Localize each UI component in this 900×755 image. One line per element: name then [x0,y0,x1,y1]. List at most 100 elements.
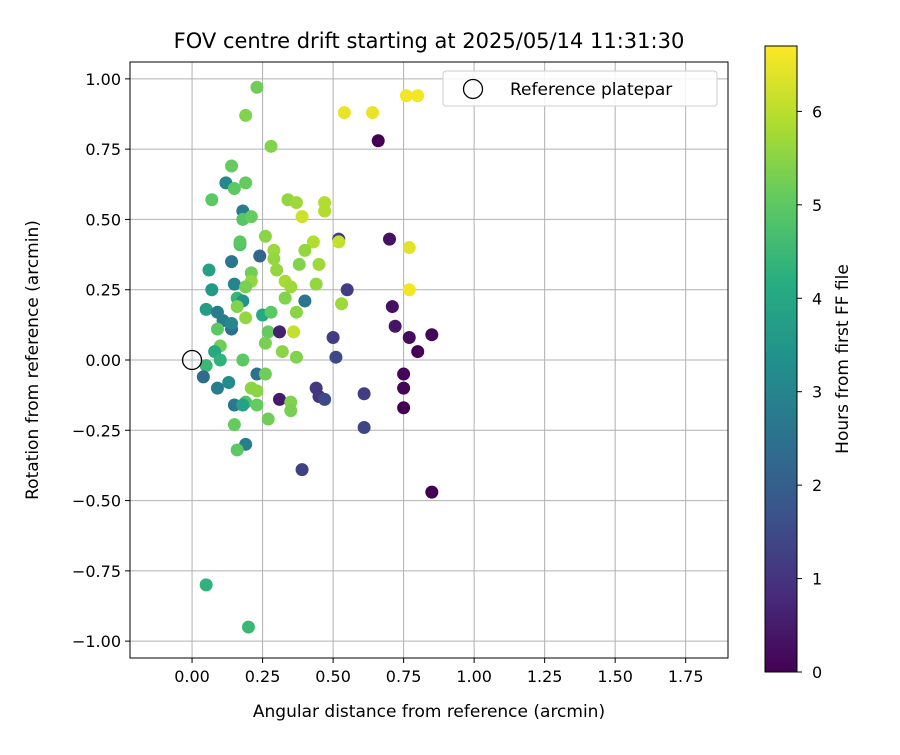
data-point [402,241,416,255]
data-point [318,204,332,218]
data-point [258,336,272,350]
data-point [284,404,298,418]
data-point [258,229,272,243]
data-point [227,182,241,196]
x-tick-label: 0.75 [386,667,422,686]
data-point [199,302,213,316]
data-point [357,420,371,434]
data-point [329,350,343,364]
data-point [261,412,275,426]
data-point [230,443,244,457]
data-point [397,401,411,415]
data-point [222,375,236,389]
colorbar-tick-label: 3 [812,383,822,402]
data-point [239,280,253,294]
data-point [292,257,306,271]
y-tick-label: −0.75 [72,562,121,581]
y-tick-label: 0.50 [85,210,121,229]
data-point [312,257,326,271]
data-point [306,235,320,249]
data-point [210,381,224,395]
data-point [289,305,303,319]
data-point [227,418,241,432]
data-point [239,176,253,190]
data-point [287,325,301,339]
data-point [205,283,219,297]
y-tick-label: 0.00 [85,351,121,370]
x-tick-label: 0.50 [315,667,351,686]
data-point [199,578,213,592]
data-point [411,345,425,359]
y-tick-label: 0.25 [85,281,121,300]
data-point [236,398,250,412]
data-point [199,359,213,373]
data-point [264,139,278,153]
data-point [225,316,239,330]
data-point [278,291,292,305]
data-point [273,325,286,339]
data-points [196,80,439,634]
x-axis-ticks: 0.00 0.25 0.50 0.75 1.00 1.25 1.50 1.75 [174,658,704,686]
data-point [210,322,224,336]
data-point [244,210,258,224]
data-point [239,311,253,325]
data-point [289,350,303,364]
data-point [397,381,411,395]
data-point [284,280,298,294]
data-point [298,243,312,257]
data-point [273,392,286,406]
x-tick-label: 1.25 [527,667,563,686]
y-axis-label: Rotation from reference (arcmin) [23,220,43,500]
chart-title: FOV centre drift starting at 2025/05/14 … [174,29,685,53]
data-point [225,159,239,173]
legend: Reference platepar [442,70,718,107]
data-point [250,398,264,412]
data-point [253,249,267,263]
data-point [340,283,354,297]
data-point [230,300,244,314]
x-tick-label: 1.00 [456,667,492,686]
y-tick-label: −0.25 [72,421,121,440]
data-point [309,277,323,291]
data-point [233,235,247,249]
data-point [357,387,371,401]
y-tick-label: 0.75 [85,140,121,159]
data-point [371,134,385,148]
data-point [250,80,264,94]
x-tick-label: 1.75 [668,667,704,686]
y-tick-label: −0.50 [72,492,121,511]
data-point [402,283,416,297]
colorbar-gradient [764,45,798,673]
data-point [318,392,332,406]
data-point [295,210,309,224]
colorbar-tick-label: 0 [812,663,822,682]
data-point [289,196,303,210]
data-point [270,263,284,277]
colorbar-ticks: 0 1 2 3 4 5 6 [797,102,822,682]
colorbar: 0 1 2 3 4 5 6 Hours from first FF file [764,45,853,682]
data-point [388,319,402,333]
data-point [402,331,416,345]
data-point [425,328,439,342]
x-tick-label: 0.00 [174,667,210,686]
data-point [335,297,349,311]
data-point [236,353,250,367]
data-point [411,89,425,103]
data-point [196,370,210,384]
reference-marker-layer [181,349,203,371]
data-point [261,325,275,339]
colorbar-tick-label: 4 [812,289,822,308]
x-axis-label: Angular distance from reference (arcmin) [253,702,605,722]
data-point [267,252,281,266]
data-point [225,255,239,269]
data-point [275,345,289,359]
data-point [399,89,413,103]
data-point [258,367,272,381]
data-point [241,620,255,634]
data-point [202,263,216,277]
y-axis-ticks: −1.00 −0.75 −0.50 −0.25 0.00 0.25 0.50 0.75 1.00 [72,70,130,651]
reference-platepar-marker [181,349,203,371]
y-tick-label: −1.00 [72,632,121,651]
